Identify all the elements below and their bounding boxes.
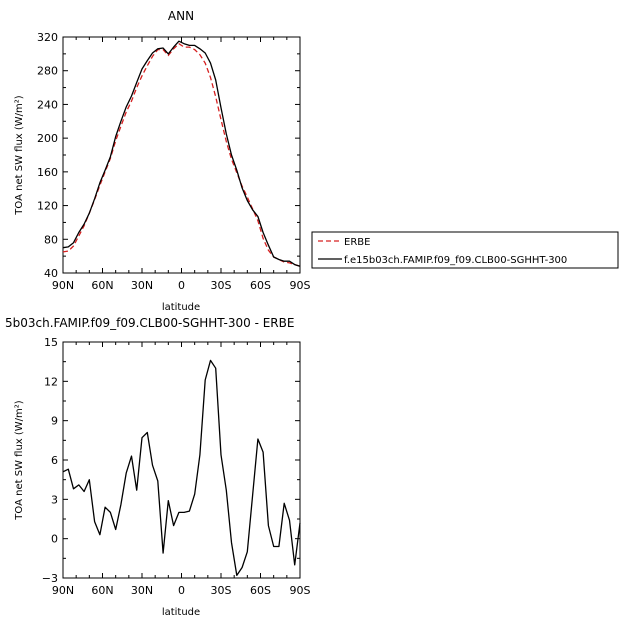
top-panel: ANN TOA net SW flux (W/m²) latitude 90N 6… (14, 9, 311, 313)
bottom-y-tick-label: 0 (51, 533, 58, 546)
top-y-tick-label: 120 (37, 200, 58, 213)
bottom-x-tick-label: 60S (250, 584, 271, 597)
bottom-series (62, 359, 301, 577)
legend-box (311, 231, 619, 269)
bottom-ticks: 90N 60N 30N 0 30S 60S 90S −3 0 3 6 9 12 15 (42, 336, 311, 597)
top-y-tick-label: 320 (37, 31, 58, 44)
bottom-x-tick-label: 90S (290, 584, 311, 597)
top-title: ANN (168, 9, 194, 23)
top-y-tick-label: 280 (37, 65, 58, 78)
top-y-axis-label: TOA net SW flux (W/m²) (14, 95, 25, 215)
top-x-tick-label: 90N (52, 279, 74, 292)
top-x-tick-label: 60N (91, 279, 113, 292)
top-x-tick-label: 0 (178, 279, 185, 292)
legend-label-erbe: ERBE (344, 237, 370, 248)
legend-label-model: f.e15b03ch.FAMIP.f09_f09.CLB00-SGHHT-300 (344, 255, 567, 266)
bottom-y-tick-label: 15 (44, 336, 58, 349)
bottom-plot-frame (62, 341, 301, 579)
bottom-x-axis-label: latitude (162, 607, 200, 618)
bottom-x-tick-label: 30S (211, 584, 232, 597)
bottom-panel: 5b03ch.FAMIP.f09_f09.CLB00-SGHHT-300 - E… (5, 316, 311, 618)
top-x-tick-label: 30N (131, 279, 153, 292)
bottom-x-tick-label: 60N (91, 584, 113, 597)
bottom-y-tick-label: 3 (51, 493, 58, 506)
bottom-x-tick-label: 30N (131, 584, 153, 597)
top-series-line-0 (62, 43, 301, 267)
top-y-tick-label: 40 (44, 267, 58, 280)
bottom-y-tick-label: 12 (44, 375, 58, 388)
top-x-tick-label: 30S (211, 279, 232, 292)
top-y-tick-label: 240 (37, 98, 58, 111)
top-x-axis-label: latitude (162, 302, 200, 313)
bottom-y-axis-label: TOA net SW flux (W/m²) (14, 400, 25, 520)
bottom-series-line-0 (62, 359, 301, 577)
top-x-tick-label: 90S (290, 279, 311, 292)
bottom-y-tick-label: −3 (42, 572, 58, 585)
bottom-x-tick-label: 0 (178, 584, 185, 597)
bottom-y-tick-label: 9 (51, 415, 58, 428)
top-y-tick-label: 200 (37, 132, 58, 145)
top-y-tick-label: 160 (37, 166, 58, 179)
top-y-tick-label: 80 (44, 233, 58, 246)
legend: ERBE f.e15b03ch.FAMIP.f09_f09.CLB00-SGHH… (311, 231, 619, 269)
top-series-line-1 (62, 40, 301, 267)
bottom-x-tick-label: 90N (52, 584, 74, 597)
top-series (62, 40, 301, 267)
top-plot-frame (62, 36, 301, 274)
top-ticks: 90N 60N 30N 0 30S 60S 90S 40 80 120 160 200 240 280 32… (37, 31, 311, 292)
top-x-tick-label: 60S (250, 279, 271, 292)
bottom-title: 5b03ch.FAMIP.f09_f09.CLB00-SGHHT-300 - E… (5, 316, 294, 330)
bottom-y-tick-label: 6 (51, 454, 58, 467)
